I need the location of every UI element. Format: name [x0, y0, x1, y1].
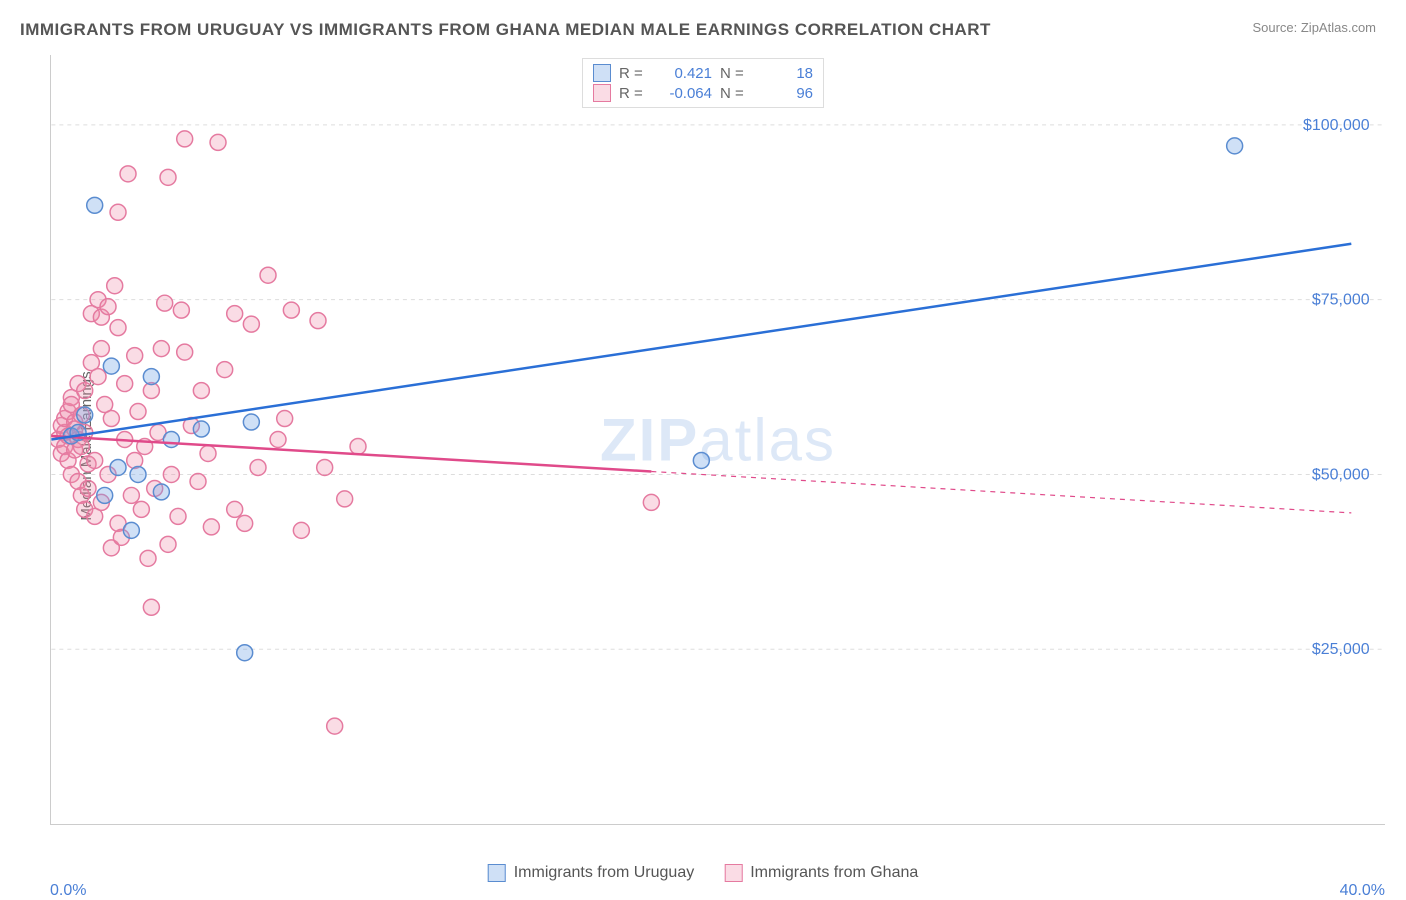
svg-text:$50,000: $50,000 [1312, 466, 1370, 483]
r-label: R = [619, 65, 649, 82]
legend-swatch [593, 64, 611, 82]
chart-plot-area: ZIPatlas $25,000$50,000$75,000$100,000 [50, 55, 1385, 825]
svg-text:$25,000: $25,000 [1312, 641, 1370, 658]
legend-series-label: Immigrants from Ghana [750, 864, 918, 882]
legend-swatch [724, 864, 742, 882]
x-min-label: 0.0% [50, 882, 86, 900]
series-legend: Immigrants from Uruguay Immigrants from … [488, 864, 919, 882]
legend-swatch [488, 864, 506, 882]
r-label: R = [619, 85, 649, 102]
svg-text:$75,000: $75,000 [1312, 292, 1370, 309]
chart-title: IMMIGRANTS FROM URUGUAY VS IMMIGRANTS FR… [20, 20, 991, 40]
svg-text:$100,000: $100,000 [1303, 117, 1370, 134]
legend-series-label: Immigrants from Uruguay [514, 864, 695, 882]
n-value: 18 [758, 65, 813, 82]
n-value: 96 [758, 85, 813, 102]
n-label: N = [720, 65, 750, 82]
x-max-label: 40.0% [1340, 882, 1385, 900]
legend-series-item: Immigrants from Ghana [724, 864, 918, 882]
r-value: -0.064 [657, 85, 712, 102]
legend-stat-row: R = 0.421 N = 18 [593, 63, 813, 83]
legend-series-item: Immigrants from Uruguay [488, 864, 695, 882]
legend-stat-row: R = -0.064 N = 96 [593, 83, 813, 103]
source-attribution: Source: ZipAtlas.com [1252, 20, 1376, 35]
legend-swatch [593, 84, 611, 102]
r-value: 0.421 [657, 65, 712, 82]
n-label: N = [720, 85, 750, 102]
correlation-legend: R = 0.421 N = 18 R = -0.064 N = 96 [582, 58, 824, 108]
scatter-plot-svg: $25,000 $50,000 $75,000 $100,000 [51, 55, 1385, 824]
